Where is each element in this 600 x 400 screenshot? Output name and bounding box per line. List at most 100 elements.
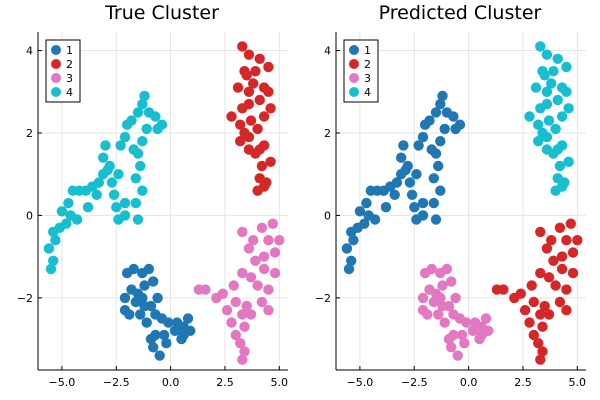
data-point (439, 123, 450, 135)
data-point (554, 296, 566, 308)
data-point (361, 197, 372, 209)
data-point (450, 292, 461, 304)
data-point (230, 296, 241, 308)
y-tick-label: 2 (324, 127, 331, 140)
series-4 (524, 41, 574, 196)
data-point (230, 329, 241, 341)
data-point (150, 111, 161, 122)
data-point (248, 78, 259, 89)
data-point (48, 226, 59, 238)
data-point (565, 218, 576, 229)
data-point (115, 140, 126, 151)
data-point (483, 325, 494, 336)
data-point (528, 296, 539, 308)
data-point (152, 292, 163, 304)
legend-label: 2 (364, 58, 371, 71)
data-point (535, 267, 546, 279)
data-point (417, 197, 429, 209)
data-point (550, 123, 561, 135)
data-point (435, 185, 446, 196)
data-point (341, 243, 353, 254)
data-point (141, 123, 152, 135)
data-point (111, 202, 122, 213)
data-point (152, 123, 163, 135)
data-point (250, 66, 261, 77)
legend-marker (51, 73, 61, 83)
data-point (139, 90, 150, 102)
data-point (391, 177, 403, 188)
legend-label: 1 (364, 44, 371, 57)
legend-label: 1 (66, 44, 73, 57)
data-point (343, 263, 355, 275)
data-point (237, 226, 248, 238)
data-point (137, 98, 148, 110)
legend-label: 3 (364, 72, 371, 85)
data-point (556, 251, 568, 262)
data-point (439, 317, 450, 328)
data-point (130, 173, 141, 184)
data-point (446, 276, 457, 287)
x-tick-label: −2.5 (103, 376, 130, 389)
data-point (561, 61, 572, 73)
data-point (528, 329, 539, 341)
data-point (424, 115, 435, 126)
data-point (261, 177, 272, 188)
legend-marker (349, 73, 359, 83)
series-3 (193, 218, 285, 365)
data-point (237, 267, 248, 279)
data-point (250, 148, 261, 159)
data-point (132, 107, 144, 118)
data-point (48, 255, 59, 266)
data-point (126, 115, 137, 126)
legend-label: 3 (66, 72, 73, 85)
data-point (543, 115, 555, 126)
data-point (252, 185, 263, 196)
data-point (265, 103, 276, 114)
x-tick-label: −5.0 (347, 376, 374, 389)
data-point (426, 263, 437, 275)
data-point (130, 197, 141, 209)
data-point (539, 70, 550, 81)
data-point (567, 247, 579, 258)
data-point (274, 235, 285, 246)
data-point (348, 235, 359, 246)
data-point (91, 189, 102, 200)
data-point (239, 127, 250, 139)
data-point (563, 156, 574, 167)
legend-label: 4 (66, 86, 73, 99)
data-point (65, 210, 76, 221)
legend-marker (51, 45, 61, 55)
data-point (461, 317, 472, 328)
data-point (132, 214, 144, 225)
data-point (82, 202, 94, 213)
data-point (550, 185, 561, 196)
data-point (435, 136, 446, 147)
data-point (258, 140, 270, 151)
data-point (452, 350, 463, 361)
series-2 (226, 41, 276, 196)
data-point (119, 210, 131, 221)
data-point (561, 86, 572, 98)
data-point (239, 321, 250, 332)
data-point (154, 350, 165, 361)
data-point (541, 86, 553, 98)
data-point (509, 292, 520, 304)
data-point (535, 354, 546, 365)
data-point (537, 127, 548, 139)
legend-label: 2 (66, 58, 73, 71)
data-point (232, 82, 244, 93)
data-point (258, 263, 270, 275)
data-point (541, 49, 553, 60)
data-point (193, 284, 205, 295)
data-point (137, 185, 148, 196)
data-point (226, 111, 237, 122)
data-point (169, 325, 181, 336)
data-point (135, 160, 146, 172)
data-point (561, 284, 572, 295)
data-point (443, 333, 455, 345)
chart-title: Predicted Cluster (379, 2, 542, 24)
data-point (148, 342, 159, 353)
